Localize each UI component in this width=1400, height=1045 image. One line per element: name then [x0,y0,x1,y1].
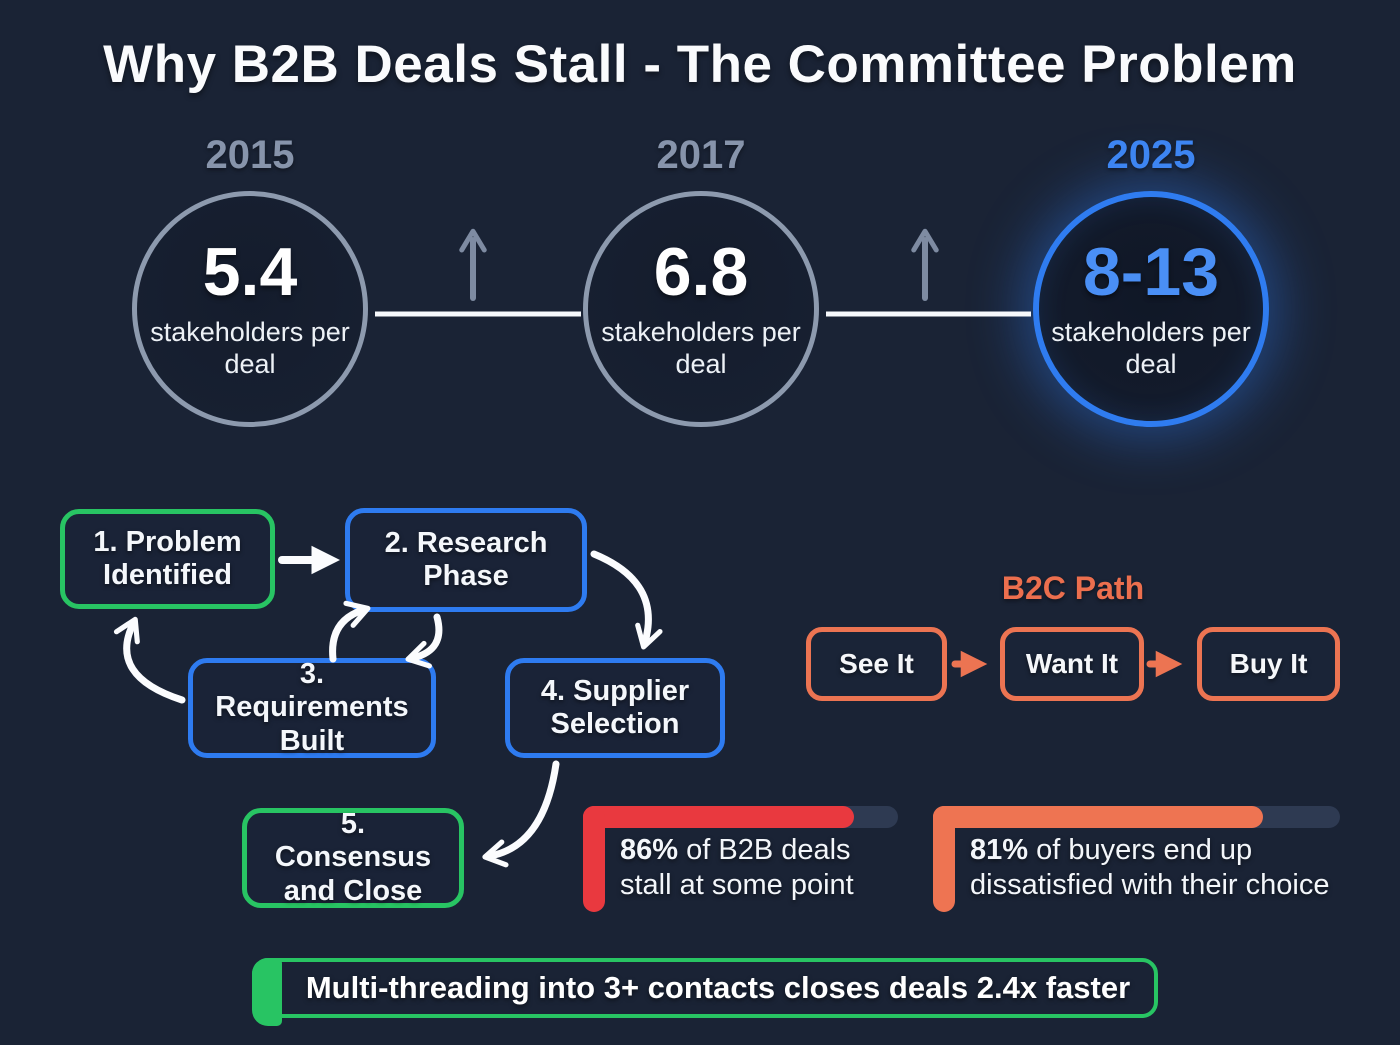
stakeholder-circle: 5.4 stakeholders per deal [132,191,368,427]
flow-step-consensus-close: 5. Consensus and Close [242,808,464,908]
stat-buyers-dissatisfied: 81% of buyers end up dissatisfied with t… [933,806,1340,914]
flow-arrow-2-to-4-icon [590,550,663,650]
stakeholder-label: stakeholders per deal [601,316,801,379]
stat-percent: 81% [970,834,1029,866]
timeline-item-2015: 2015 5.4 stakeholders per deal [110,133,390,427]
page-title: Why B2B Deals Stall - The Committee Prob… [103,35,1297,94]
stakeholder-label: stakeholders per deal [150,316,350,379]
b2c-step-want-it: Want It [1000,627,1144,701]
banner-text: Multi-threading into 3+ contacts closes … [305,970,1131,1005]
flow-arrow-3-to-1-icon [113,616,186,704]
b2c-step-see-it: See It [806,627,947,701]
stakeholder-circle-highlight: 8-13 stakeholders per deal [1033,191,1269,427]
stakeholder-label: stakeholders per deal [1051,316,1251,379]
stat-fill-81 [933,806,1263,828]
flow-arrow-2-to-3-icon [405,613,443,669]
timeline-item-2025: 2025 8-13 stakeholders per deal [1011,133,1291,427]
timeline-year: 2025 [1106,133,1196,177]
stat-fill-86 [583,806,854,828]
stat-line1: of buyers end up [1028,834,1253,866]
stakeholder-value: 5.4 [202,233,298,310]
stakeholder-circle: 6.8 stakeholders per deal [583,191,819,427]
stat-percent: 86% [620,834,679,866]
stat-line2: dissatisfied with their choice [970,869,1330,902]
flow-arrow-3-to-2-icon [329,600,371,663]
flow-step-requirements-built: 3. Requirements Built [188,658,436,758]
banner-left-accent [252,958,282,1026]
stakeholder-value: 8-13 [1082,233,1220,310]
timeline-year: 2015 [205,133,295,177]
stat-text: 86% of B2B deals stall at some point [620,833,854,904]
stat-side-bar [583,806,605,912]
b2c-step-buy-it: Buy It [1197,627,1340,701]
flow-step-supplier-selection: 4. Supplier Selection [505,658,725,758]
multithreading-banner: Multi-threading into 3+ contacts closes … [252,958,1158,1026]
flow-arrow-4-to-5-icon [482,760,560,868]
stat-line2: stall at some point [620,869,854,902]
timeline-item-2017: 2017 6.8 stakeholders per deal [561,133,841,427]
flow-step-problem-identified: 1. Problem Identified [60,509,275,609]
b2c-path-title: B2C Path [1001,570,1145,606]
stat-deals-stall: 86% of B2B deals stall at some point [583,806,898,914]
stakeholder-value: 6.8 [653,233,749,310]
stat-side-bar [933,806,955,912]
flow-step-research-phase: 2. Research Phase [345,508,587,612]
timeline-year: 2017 [656,133,746,177]
stat-line1: of B2B deals [678,834,851,866]
stat-text: 81% of buyers end up dissatisfied with t… [970,833,1329,904]
